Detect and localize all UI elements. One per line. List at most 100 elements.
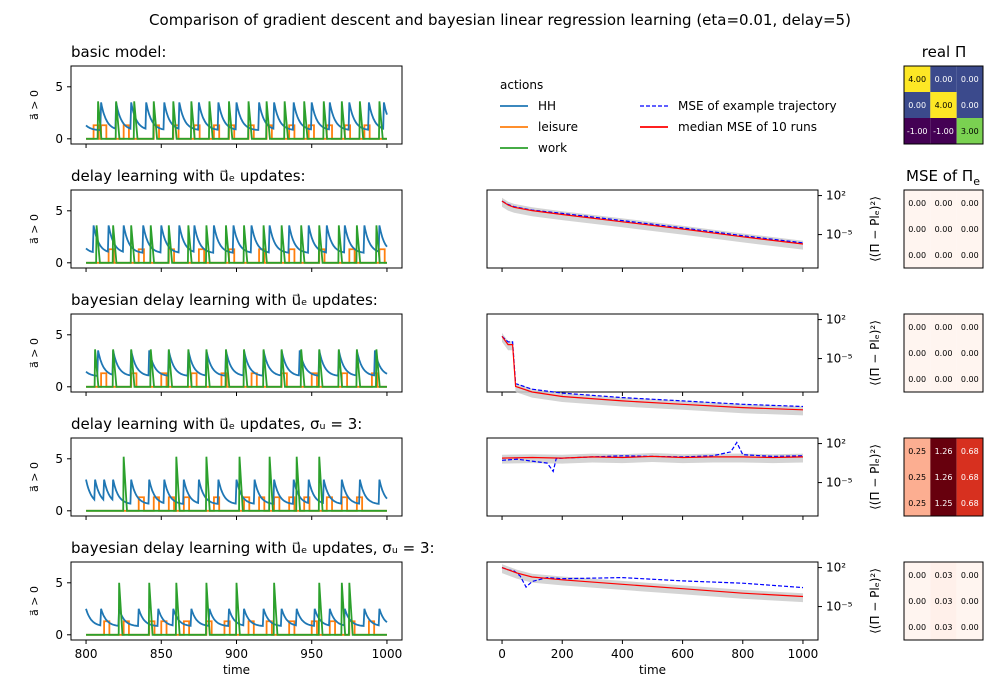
heatmap-cell-1-2-0 [904, 242, 931, 268]
heatmap-cell-1-1-2 [956, 216, 983, 242]
series-hh-3 [85, 479, 388, 505]
heatmap-cell-1-0-0 [904, 190, 931, 216]
heatmap-cell-1-2-1 [930, 242, 957, 268]
heatmap-value-2-0-1: 0.00 [935, 323, 953, 332]
series-work-3 [86, 456, 387, 512]
mse-median-line-3 [501, 455, 804, 459]
mse-axes-frame-3 [486, 437, 819, 517]
mse-ytick-label-3-0: 10² [826, 437, 846, 451]
left-ytick-label-2-0: 0 [55, 380, 63, 394]
heatmap-value-4-0-1: 0.03 [935, 571, 953, 580]
heatmap-value-3-0-1: 1.26 [935, 447, 953, 456]
heatmap-value-4-2-0: 0.00 [908, 623, 926, 632]
left-ytick-label-1-1: 5 [55, 204, 63, 218]
heatmap-value-1-0-0: 0.00 [908, 199, 926, 208]
heatmap-cell-2-0-1 [930, 314, 957, 340]
left-axes-frame-1 [70, 189, 403, 269]
left-axes-frame-2 [70, 313, 403, 393]
mse-ytick-label-3-1: 10⁻⁵ [826, 476, 853, 490]
mse-ylabel-2: ⟨(Π − Plₑ)²⟩ [868, 320, 882, 386]
heatmap-cell-1-1-0 [904, 216, 931, 242]
heatmap-frame-3 [903, 437, 984, 517]
real-pi-header: real Π [922, 43, 966, 61]
heatmap-value-2-1-0: 0.00 [908, 349, 926, 358]
mse-ylabel-4: ⟨(Π − Plₑ)²⟩ [868, 568, 882, 634]
heatmap-value-1-0-2: 0.00 [961, 199, 979, 208]
left-ylabel-1: a⃗ > 0 [28, 214, 41, 244]
heatmap-cell-1-0-1 [930, 190, 957, 216]
heatmap-3: 0.25 1.26 0.68 0.25 1.26 0.68 0.25 1.25 0.68 [903, 437, 984, 517]
left-xtick-label-3: 950 [300, 647, 323, 661]
heatmap-value-4-2-2: 0.00 [961, 623, 979, 632]
mse-lines-3 [501, 441, 804, 473]
legend: actions HH leisure work MSE of example traje… [500, 78, 837, 155]
mse-axes-frame-4 [486, 561, 819, 641]
heatmap-cell-0-2-1 [930, 118, 957, 144]
heatmap-cell-3-0-0 [904, 438, 931, 464]
heatmap-cell-2-2-0 [904, 366, 931, 392]
row-title-2: bayesian delay learning with u⃗ₑ updates… [71, 291, 378, 309]
mse-example-line-3 [501, 441, 804, 473]
heatmap-cell-3-0-2 [956, 438, 983, 464]
heatmap-value-1-2-0: 0.00 [908, 251, 926, 260]
heatmap-1: 0.00 0.00 0.00 0.00 0.00 0.00 0.00 0.00 0.00 [903, 189, 984, 269]
legend-title: actions [500, 78, 543, 92]
legend-label-2: work [538, 141, 567, 155]
heatmap-cell-0-0-2 [956, 66, 983, 92]
left-xtick-label-0: 800 [75, 647, 98, 661]
series-hh-1 [85, 225, 388, 254]
left-ytick-label-1-0: 0 [55, 256, 63, 270]
mse-ytick-label-2-1: 10⁻⁵ [826, 352, 853, 366]
heatmap-cell-4-0-1 [930, 562, 957, 588]
heatmap-cell-2-1-1 [930, 340, 957, 366]
heatmap-cell-2-0-0 [904, 314, 931, 340]
row-title-0: basic model: [71, 43, 166, 61]
left-ytick-label-2-1: 5 [55, 328, 63, 342]
mse-example-line-4 [501, 567, 804, 589]
mse-spread-band-4 [502, 564, 803, 603]
mse-xlabel: time [639, 663, 666, 677]
heatmap-cell-3-1-0 [904, 464, 931, 490]
heatmap-cell-4-2-1 [930, 614, 957, 640]
heatmap-value-0-1-2: 0.00 [961, 101, 979, 110]
heatmap-cell-2-1-2 [956, 340, 983, 366]
series-hh-2 [85, 350, 388, 377]
heatmap-cell-4-0-2 [956, 562, 983, 588]
heatmap-value-3-2-1: 1.25 [935, 499, 953, 508]
mse-xtick-label-5: 1000 [788, 647, 819, 661]
heatmap-value-0-2-2: 3.00 [961, 127, 979, 136]
mse-ytick-label-1-0: 10² [826, 189, 846, 203]
heatmap-cell-0-0-1 [930, 66, 957, 92]
left-ytick-label-4-0: 0 [55, 628, 63, 642]
row-title-3: delay learning with u⃗ₑ updates, σᵤ = 3: [71, 415, 362, 433]
heatmap-cell-3-1-1 [930, 464, 957, 490]
heatmap-value-0-0-0: 4.00 [908, 75, 926, 84]
left-ytick-label-4-1: 5 [55, 576, 63, 590]
plot-layer: basic model:05a⃗ > 04.00 0.00 0.000.00 4.00… [28, 43, 984, 677]
mse-median-line-2 [501, 335, 804, 411]
heatmap-cell-3-1-2 [956, 464, 983, 490]
mse-median-line-4 [501, 567, 804, 598]
action-lines-1 [85, 225, 388, 264]
mse-xtick-label-4: 800 [731, 647, 754, 661]
mse-lines-1 [501, 197, 804, 250]
action-lines-2 [85, 349, 388, 388]
heatmap-value-4-1-0: 0.00 [908, 597, 926, 606]
heatmap-value-1-1-0: 0.00 [908, 225, 926, 234]
mse-spread-band-3 [502, 453, 803, 464]
heatmap-frame-2 [903, 313, 984, 393]
heatmap-value-4-0-0: 0.00 [908, 571, 926, 580]
heatmap-value-1-1-2: 0.00 [961, 225, 979, 234]
heatmap-cell-0-0-0 [904, 66, 931, 92]
heatmap-frame-4 [903, 561, 984, 641]
left-ylabel-3: a⃗ > 0 [28, 462, 41, 492]
heatmap-value-0-2-1: -1.00 [933, 127, 954, 136]
mse-example-line-2 [501, 335, 804, 408]
heatmap-value-2-0-2: 0.00 [961, 323, 979, 332]
series-work-1 [86, 225, 387, 264]
heatmap-cell-0-1-1 [930, 92, 957, 118]
heatmap-frame-1 [903, 189, 984, 269]
heatmap-0: 4.00 0.00 0.00 0.00 4.00 0.00 -1.00 -1.00 3.00 [903, 65, 984, 145]
heatmap-value-3-2-0: 0.25 [908, 499, 926, 508]
